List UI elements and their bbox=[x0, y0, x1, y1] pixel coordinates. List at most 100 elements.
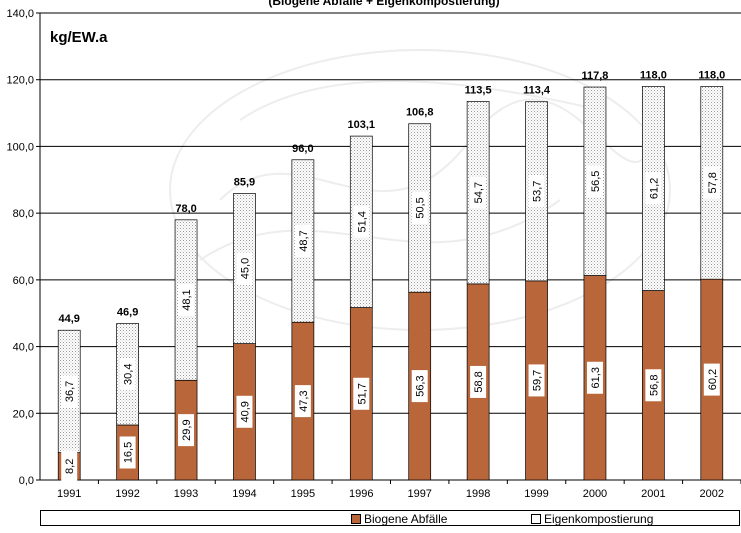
value-label-eigenkompostierung-group: 50,5 bbox=[411, 191, 428, 224]
value-label-eigenkompostierung-background bbox=[586, 165, 603, 198]
value-label-eigenkompostierung: 36,7 bbox=[64, 381, 76, 402]
value-label-biogene: 56,3 bbox=[415, 375, 427, 396]
y-tick-label: 40,0 bbox=[13, 342, 34, 354]
value-label-eigenkompostierung: 48,1 bbox=[181, 289, 193, 310]
value-label-biogene: 8,2 bbox=[64, 459, 76, 474]
total-label: 103,1 bbox=[348, 119, 376, 131]
y-tick-label: 60,0 bbox=[13, 275, 34, 287]
value-label-biogene-background bbox=[119, 436, 136, 469]
value-label-biogene-group: 51,7 bbox=[353, 377, 370, 410]
value-label-biogene-background bbox=[61, 450, 78, 483]
value-label-eigenkompostierung-group: 53,7 bbox=[528, 175, 545, 208]
y-tick-label: 100,0 bbox=[6, 141, 34, 153]
y-tick-label: 0,0 bbox=[19, 475, 34, 487]
value-label-eigenkompostierung-background bbox=[61, 375, 78, 408]
value-label-biogene-group: 8,2 bbox=[61, 450, 78, 483]
legend-swatch-eigenkompostierung bbox=[531, 514, 541, 524]
value-label-eigenkompostierung-background bbox=[703, 166, 720, 199]
x-tick-label: 2001 bbox=[641, 488, 665, 500]
value-label-biogene-background bbox=[645, 369, 662, 402]
value-label-eigenkompostierung-group: 56,5 bbox=[586, 165, 603, 198]
x-tick-label: 2002 bbox=[700, 488, 724, 500]
value-label-eigenkompostierung-background bbox=[528, 175, 545, 208]
y-tick-label: 80,0 bbox=[13, 208, 34, 220]
value-label-biogene-background bbox=[353, 377, 370, 410]
legend-swatch-biogene bbox=[351, 514, 361, 524]
total-label: 106,8 bbox=[406, 107, 434, 119]
value-label-eigenkompostierung-group: 61,2 bbox=[645, 172, 662, 205]
value-label-biogene-background bbox=[411, 370, 428, 403]
total-label: 118,0 bbox=[698, 69, 725, 81]
value-label-eigenkompostierung-background bbox=[119, 358, 136, 391]
value-label-eigenkompostierung-background bbox=[353, 205, 370, 238]
value-label-eigenkompostierung-group: 54,7 bbox=[470, 176, 487, 209]
x-tick-label: 1993 bbox=[174, 488, 198, 500]
value-label-biogene-group: 16,5 bbox=[119, 436, 136, 469]
value-label-eigenkompostierung: 54,7 bbox=[473, 182, 485, 203]
y-tick-label: 120,0 bbox=[6, 75, 34, 87]
x-tick-label: 2000 bbox=[583, 488, 607, 500]
x-tick-label: 1992 bbox=[115, 488, 139, 500]
legend-label-biogene: Biogene Abfälle bbox=[364, 512, 448, 526]
value-label-biogene: 60,2 bbox=[707, 369, 719, 390]
value-label-eigenkompostierung: 56,5 bbox=[590, 171, 602, 192]
value-label-biogene-group: 47,3 bbox=[294, 385, 311, 418]
value-label-biogene-group: 56,3 bbox=[411, 370, 428, 403]
value-label-eigenkompostierung-background bbox=[645, 172, 662, 205]
value-label-biogene-group: 59,7 bbox=[528, 364, 545, 397]
value-label-biogene-group: 61,3 bbox=[586, 361, 603, 394]
value-label-biogene: 58,8 bbox=[473, 371, 485, 392]
x-tick-label: 1991 bbox=[57, 488, 81, 500]
x-tick-label: 1995 bbox=[291, 488, 315, 500]
value-label-biogene: 59,7 bbox=[532, 370, 544, 391]
total-label: 46,9 bbox=[117, 307, 138, 319]
value-label-biogene-background bbox=[178, 414, 195, 447]
value-label-biogene-group: 58,8 bbox=[470, 365, 487, 398]
total-label: 117,8 bbox=[581, 70, 608, 82]
value-label-biogene-background bbox=[236, 395, 253, 428]
value-label-eigenkompostierung: 50,5 bbox=[415, 197, 427, 218]
value-label-biogene: 29,9 bbox=[181, 419, 193, 440]
value-label-eigenkompostierung-group: 51,4 bbox=[353, 205, 370, 238]
unit-label: kg/EW.a bbox=[50, 29, 108, 46]
value-label-biogene-group: 60,2 bbox=[703, 363, 720, 396]
value-label-eigenkompostierung: 57,8 bbox=[707, 172, 719, 193]
total-label: 113,5 bbox=[465, 84, 492, 96]
x-tick-label: 1997 bbox=[407, 488, 431, 500]
value-label-eigenkompostierung-background bbox=[411, 191, 428, 224]
x-tick-label: 1998 bbox=[466, 488, 490, 500]
value-label-eigenkompostierung: 48,7 bbox=[298, 230, 310, 251]
value-label-eigenkompostierung: 61,2 bbox=[648, 178, 660, 199]
value-label-biogene: 16,5 bbox=[123, 442, 135, 463]
value-label-biogene-background bbox=[470, 365, 487, 398]
total-label: 44,9 bbox=[58, 313, 79, 325]
chart-title: (Biogene Abfälle + Eigenkompostierung) bbox=[268, 0, 499, 8]
value-label-eigenkompostierung: 30,4 bbox=[123, 364, 135, 385]
value-label-eigenkompostierung: 53,7 bbox=[532, 181, 544, 202]
x-tick-label: 1999 bbox=[524, 488, 548, 500]
value-label-biogene-group: 29,9 bbox=[178, 414, 195, 447]
value-label-eigenkompostierung-group: 36,7 bbox=[61, 375, 78, 408]
value-label-biogene-background bbox=[294, 385, 311, 418]
value-label-eigenkompostierung: 45,0 bbox=[239, 258, 251, 279]
value-label-biogene: 40,9 bbox=[239, 401, 251, 422]
value-label-biogene: 47,3 bbox=[298, 390, 310, 411]
legend-label-eigenkompostierung: Eigenkompostierung bbox=[544, 512, 654, 526]
value-label-eigenkompostierung-group: 45,0 bbox=[236, 252, 253, 285]
total-label: 85,9 bbox=[234, 176, 255, 188]
x-tick-label: 1994 bbox=[232, 488, 256, 500]
total-label: 96,0 bbox=[292, 143, 313, 155]
total-label: 118,0 bbox=[640, 69, 667, 81]
value-label-eigenkompostierung-background bbox=[470, 176, 487, 209]
value-label-eigenkompostierung-group: 48,1 bbox=[178, 284, 195, 317]
value-label-eigenkompostierung-group: 57,8 bbox=[703, 166, 720, 199]
legend-item-biogene: Biogene Abfälle bbox=[351, 512, 447, 526]
y-tick-label: 20,0 bbox=[13, 408, 34, 420]
x-tick-label: 1996 bbox=[349, 488, 373, 500]
total-label: 78,0 bbox=[175, 203, 196, 215]
value-label-eigenkompostierung-background bbox=[236, 252, 253, 285]
value-label-biogene: 56,8 bbox=[648, 375, 660, 396]
value-label-biogene: 51,7 bbox=[356, 383, 368, 404]
